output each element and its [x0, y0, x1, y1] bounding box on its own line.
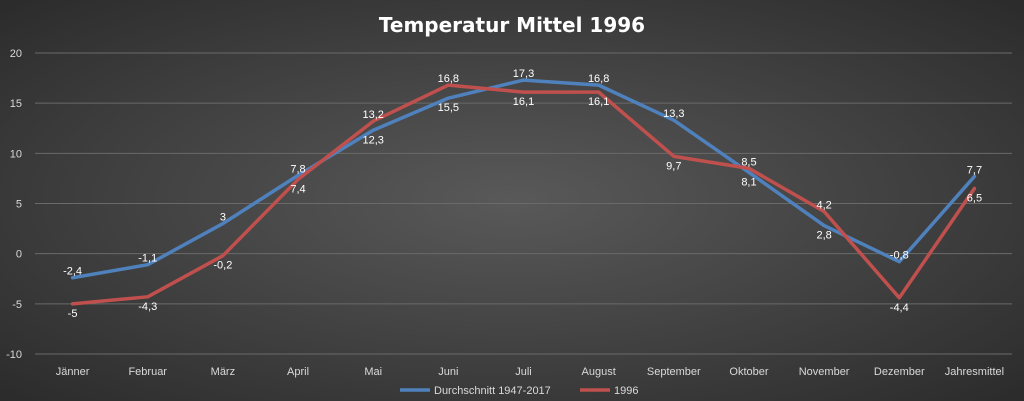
- y-tick-label: -10: [6, 349, 22, 361]
- x-tick-label: November: [799, 366, 850, 378]
- data-label: 6,5: [967, 192, 982, 204]
- data-label: 4,2: [816, 200, 831, 212]
- x-tick-label: Dezember: [874, 366, 925, 378]
- data-label: -4,3: [138, 301, 157, 313]
- data-label: 16,1: [513, 96, 534, 108]
- x-axis-ticks: Jänner Februar März April Mai Juni Juli August S…: [56, 366, 1004, 378]
- chart-title: Temperatur Mittel 1996: [379, 13, 645, 37]
- x-tick-label: August: [582, 366, 616, 378]
- x-tick-label: September: [647, 366, 701, 378]
- legend: Durchschnitt 1947-2017 1996: [400, 385, 638, 397]
- data-label: -0,8: [890, 250, 909, 262]
- x-tick-label: Juni: [438, 366, 458, 378]
- data-label: 15,5: [438, 102, 459, 114]
- data-label: 17,3: [513, 68, 534, 80]
- x-tick-label: April: [287, 366, 309, 378]
- data-label: 7,7: [967, 164, 982, 176]
- data-label: 2,8: [816, 230, 831, 242]
- x-tick-label: Mai: [364, 366, 382, 378]
- data-label: 7,4: [290, 183, 305, 195]
- data-label: 13,2: [362, 109, 383, 121]
- gridlines: [35, 52, 1012, 355]
- x-tick-label: Jänner: [56, 366, 90, 378]
- y-tick-label: 5: [16, 199, 22, 211]
- data-label: 16,1: [588, 96, 609, 108]
- series-line-1: [70, 83, 977, 306]
- x-tick-label: Februar: [128, 366, 167, 378]
- y-tick-label: 10: [10, 148, 22, 160]
- x-tick-label: Oktober: [729, 366, 768, 378]
- data-label: 8,1: [741, 176, 756, 188]
- data-labels: -2,4 -1,1 3 7,8 12,3 15,5 17,3 16,8 13,3 8,1 2,8 -0…: [63, 68, 982, 320]
- y-axis-ticks: -10 -5 0 5 10 15 20: [6, 48, 22, 361]
- legend-label: 1996: [614, 385, 638, 397]
- y-tick-label: 15: [10, 98, 22, 110]
- data-label: 8,5: [741, 156, 756, 168]
- x-tick-label: Jahresmittel: [945, 366, 1004, 378]
- y-tick-label: 0: [16, 249, 22, 261]
- data-label: 16,8: [438, 73, 459, 85]
- data-label: -1,1: [138, 253, 157, 265]
- data-label: -0,2: [213, 260, 232, 272]
- data-label: 16,8: [588, 73, 609, 85]
- data-label: -4,4: [890, 302, 909, 314]
- y-tick-label: -5: [12, 299, 22, 311]
- y-tick-label: 20: [10, 48, 22, 60]
- data-label: -2,4: [63, 266, 82, 278]
- data-label: 13,3: [663, 108, 684, 120]
- x-tick-label: März: [211, 366, 235, 378]
- data-label: 12,3: [362, 134, 383, 146]
- data-label: 9,7: [666, 160, 681, 172]
- series-line-0: [70, 78, 977, 280]
- data-label: -5: [68, 308, 78, 320]
- data-label: 3: [220, 212, 226, 224]
- series-lines: [70, 78, 977, 306]
- data-label: 7,8: [290, 163, 305, 175]
- legend-label: Durchschnitt 1947-2017: [434, 385, 551, 397]
- x-tick-label: Juli: [515, 366, 532, 378]
